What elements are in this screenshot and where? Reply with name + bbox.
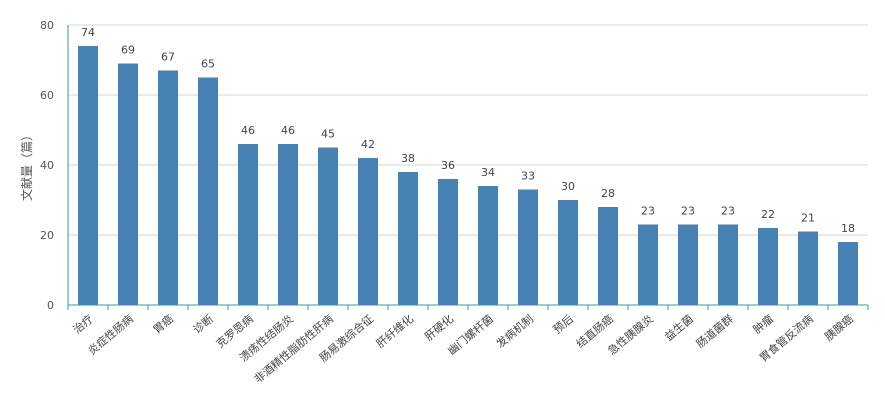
bar-value-label: 33 bbox=[521, 170, 535, 183]
category-label: 肝纤维化 bbox=[373, 312, 416, 351]
category-label: 胰腺癌 bbox=[822, 312, 856, 344]
bar-value-label: 74 bbox=[81, 26, 95, 39]
bar bbox=[358, 158, 378, 305]
y-tick-labels: 0 20 40 60 80 bbox=[40, 19, 54, 312]
bar bbox=[558, 200, 578, 305]
category-label: 胃癌 bbox=[150, 312, 176, 337]
y-tick-label: 80 bbox=[40, 19, 54, 32]
bar bbox=[678, 224, 698, 305]
category-label: 治疗 bbox=[70, 312, 96, 337]
bar bbox=[758, 228, 778, 305]
bar bbox=[518, 189, 538, 305]
bar-value-label: 36 bbox=[441, 159, 455, 172]
y-tick-label: 0 bbox=[47, 299, 54, 312]
value-labels: 74 69 67 65 46 46 45 42 38 36 34 33 30 28 23 23 23 22 21 18 bbox=[81, 26, 855, 235]
category-label: 肝硬化 bbox=[422, 312, 456, 344]
bar-value-label: 46 bbox=[281, 124, 295, 137]
y-tick-label: 40 bbox=[40, 159, 54, 172]
bar-value-label: 23 bbox=[721, 205, 735, 218]
bar-value-label: 22 bbox=[761, 208, 775, 221]
category-label: 肠道菌群 bbox=[693, 312, 736, 351]
bar bbox=[158, 70, 178, 305]
bar bbox=[278, 144, 298, 305]
bar-value-label: 45 bbox=[321, 128, 335, 141]
bar bbox=[118, 63, 138, 305]
bar bbox=[318, 147, 338, 305]
bar bbox=[838, 242, 858, 305]
bar-value-label: 65 bbox=[201, 58, 215, 71]
bar-value-label: 23 bbox=[641, 205, 655, 218]
bar bbox=[198, 77, 218, 305]
bar-value-label: 18 bbox=[841, 222, 855, 235]
category-label: 预后 bbox=[551, 312, 576, 336]
bar-value-label: 67 bbox=[161, 51, 175, 64]
bar bbox=[718, 224, 738, 305]
category-label: 肿瘤 bbox=[750, 312, 776, 337]
bar bbox=[78, 46, 98, 305]
bar bbox=[398, 172, 418, 305]
bar-value-label: 21 bbox=[801, 212, 815, 225]
bar bbox=[438, 179, 458, 305]
x-tick-marks bbox=[67, 305, 869, 310]
bar-value-label: 34 bbox=[481, 166, 495, 179]
bar bbox=[478, 186, 498, 305]
bar bbox=[598, 207, 618, 305]
y-axis-title: 文献量（篇） bbox=[19, 129, 34, 201]
bar-value-label: 46 bbox=[241, 124, 255, 137]
bar-value-label: 23 bbox=[681, 205, 695, 218]
bar-value-label: 38 bbox=[401, 152, 415, 165]
bar-value-label: 69 bbox=[121, 44, 135, 57]
bar-value-label: 28 bbox=[601, 187, 615, 200]
bar bbox=[798, 231, 818, 305]
grid-lines bbox=[68, 24, 868, 236]
y-tick-label: 60 bbox=[40, 89, 54, 102]
category-label: 发病机制 bbox=[493, 312, 536, 351]
bar-value-label: 42 bbox=[361, 138, 375, 151]
category-label: 诊断 bbox=[190, 312, 216, 337]
bar bbox=[238, 144, 258, 305]
bar-value-label: 30 bbox=[561, 180, 575, 193]
y-tick-label: 20 bbox=[40, 229, 54, 242]
bar bbox=[638, 224, 658, 305]
bars bbox=[78, 46, 858, 305]
category-label: 益生菌 bbox=[662, 312, 696, 344]
